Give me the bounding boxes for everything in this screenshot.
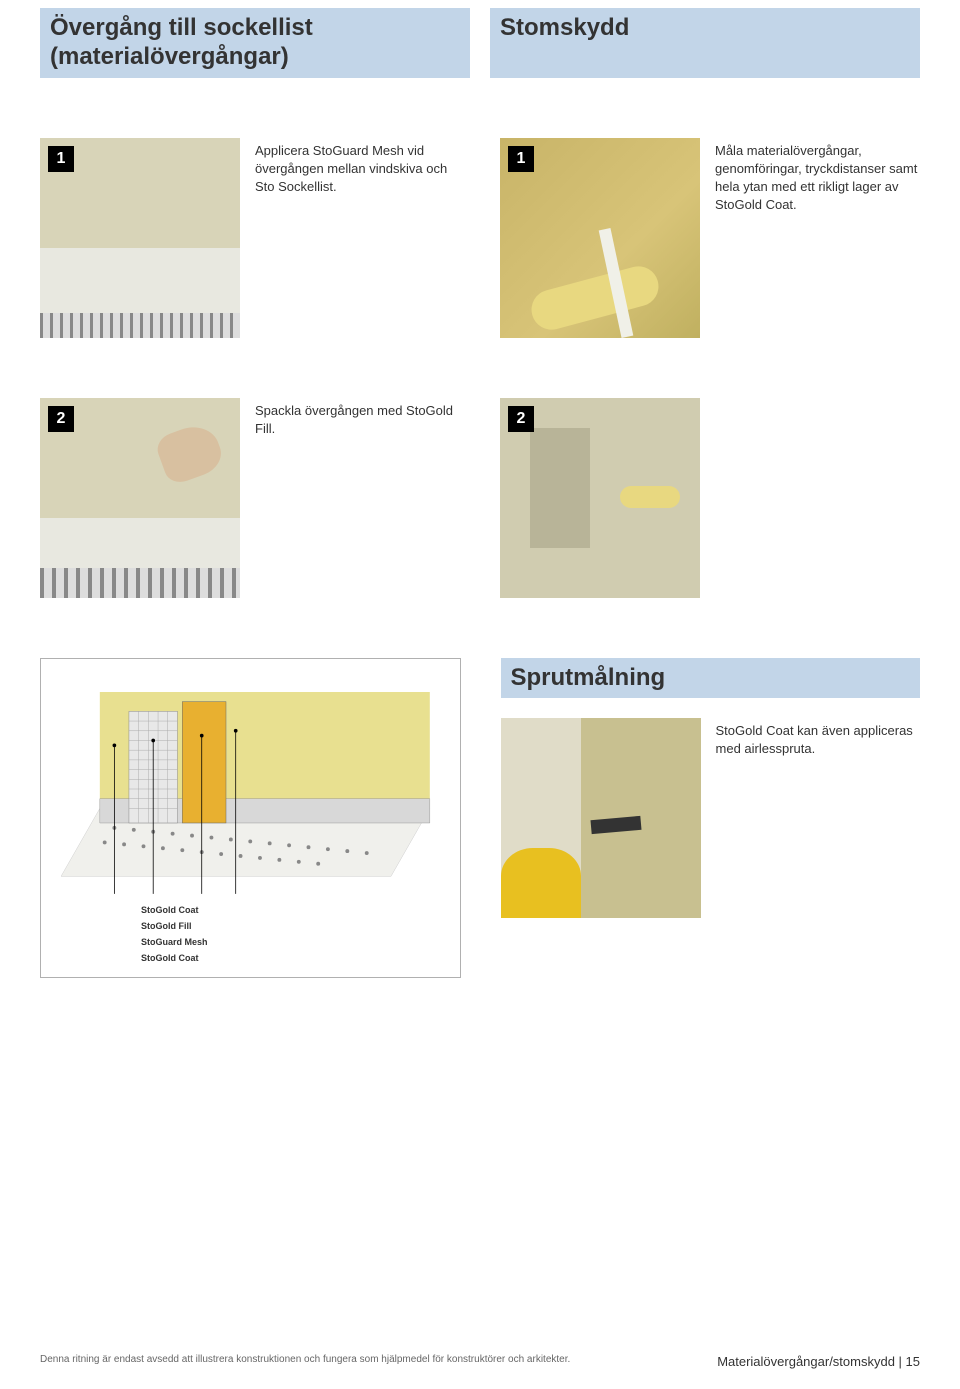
section-heading-left: Övergång till sockellist(materialövergån…: [40, 8, 470, 78]
step-left-2-photo: 2: [40, 398, 240, 598]
heading-left-line1: Övergång till sockellist(materialövergån…: [50, 14, 313, 70]
step-num: 2: [517, 410, 526, 428]
heading-right-text: Stomskydd: [500, 14, 629, 41]
step-left-2: 2 Spackla övergången med StoGold Fill.: [40, 398, 460, 598]
step-num: 1: [517, 150, 526, 168]
step-left-1: 1 Applicera StoGuard Mesh vid övergången…: [40, 138, 460, 338]
section-heading-right: Stomskydd: [490, 8, 920, 78]
legend-item-2: StoGuard Mesh: [141, 934, 440, 950]
spray-text: StoGold Coat kan även appliceras med air…: [716, 718, 920, 918]
footer-right: Materialövergångar/stomskydd | 15: [717, 1354, 920, 1369]
step-right-1: 1 Måla materialövergångar, genomföringar…: [500, 138, 920, 338]
page-footer: Denna ritning är endast avsedd att illus…: [40, 1354, 920, 1369]
footer-left: Denna ritning är endast avsedd att illus…: [40, 1354, 570, 1369]
step-right-2-photo: 2: [500, 398, 700, 598]
legend-item-1: StoGold Fill: [141, 918, 440, 934]
legend-item-0: StoGold Coat: [141, 902, 440, 918]
layer-diagram: StoGold Coat StoGold Fill StoGuard Mesh …: [40, 658, 461, 978]
step-num: 2: [57, 410, 66, 428]
step-left-1-photo: 1: [40, 138, 240, 338]
legend-item-3: StoGold Coat: [141, 950, 440, 966]
spray-photo: [501, 718, 701, 918]
diagram-legend: StoGold Coat StoGold Fill StoGuard Mesh …: [61, 902, 440, 967]
step-badge: 2: [48, 406, 74, 432]
step-left-2-text: Spackla övergången med StoGold Fill.: [255, 398, 460, 598]
step-badge: 1: [48, 146, 74, 172]
step-right-2: 2: [500, 398, 920, 598]
step-right-1-photo: 1: [500, 138, 700, 338]
step-badge: 2: [508, 406, 534, 432]
spray-heading-text: Sprutmålning: [511, 664, 666, 691]
diagram-svg: [61, 679, 440, 899]
step-num: 1: [57, 150, 66, 168]
step-badge: 1: [508, 146, 534, 172]
step-right-1-text: Måla materialövergångar, genomföringar, …: [715, 138, 920, 338]
step-left-1-text: Applicera StoGuard Mesh vid övergången m…: [255, 138, 460, 338]
spray-heading: Sprutmålning: [501, 658, 920, 698]
